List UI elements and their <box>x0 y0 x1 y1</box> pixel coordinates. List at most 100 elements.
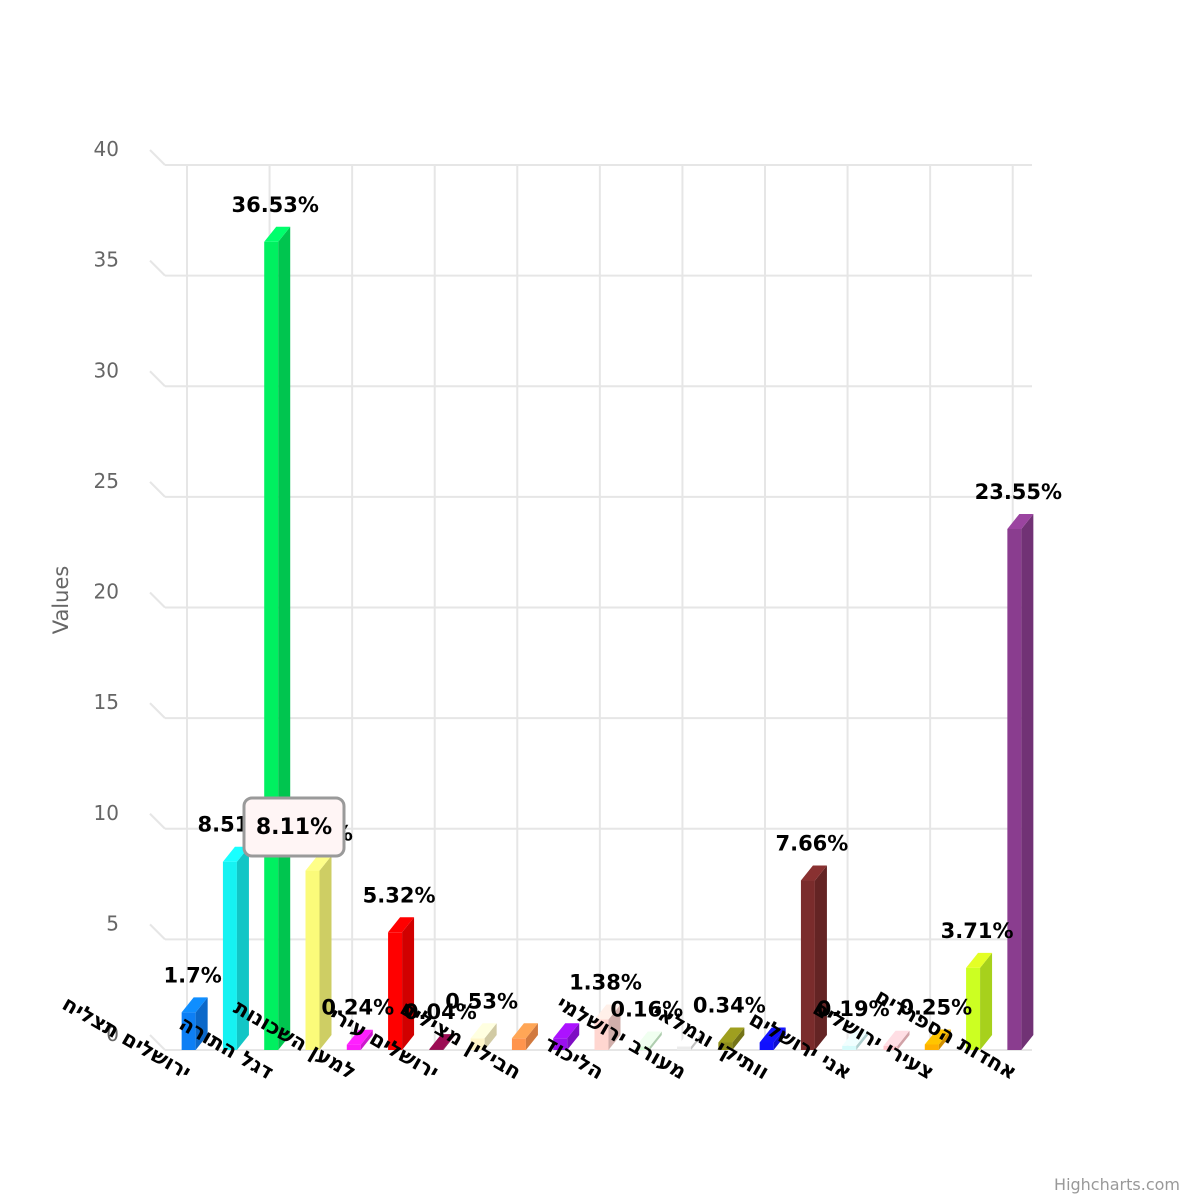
data-label: 1.38% <box>569 970 642 994</box>
y-tick-label: 20 <box>94 580 119 604</box>
bar[interactable] <box>800 865 827 1050</box>
bar[interactable] <box>553 1023 580 1050</box>
bar-top <box>222 846 249 862</box>
bar[interactable] <box>388 917 415 1050</box>
data-label: 0.19% <box>817 997 890 1021</box>
bar-side <box>195 997 208 1050</box>
grid-line-depth <box>149 813 166 830</box>
bar-front <box>924 1044 939 1050</box>
bar-top <box>305 855 332 871</box>
grid-line-depth <box>149 702 166 719</box>
bar-side <box>236 846 249 1050</box>
grid-line-depth <box>149 370 166 387</box>
bar[interactable] <box>222 846 249 1050</box>
data-label: 7.66% <box>775 832 848 856</box>
bar[interactable] <box>470 1023 497 1050</box>
bar-front <box>800 880 815 1050</box>
grid-line-depth <box>149 259 166 277</box>
bar-top <box>718 1027 745 1043</box>
data-label: 1.7% <box>164 963 222 987</box>
credits[interactable]: Highcharts.com <box>1054 1175 1180 1194</box>
grid-line-depth <box>149 591 166 609</box>
data-label: 23.55% <box>975 480 1062 504</box>
bar-top <box>966 952 993 968</box>
bar[interactable] <box>924 1029 951 1050</box>
bar[interactable] <box>677 1031 704 1050</box>
bar-top <box>181 997 208 1013</box>
bar-side <box>649 1031 662 1050</box>
bar[interactable] <box>842 1030 869 1050</box>
data-label: 0.16% <box>610 997 683 1021</box>
bar-front <box>1007 528 1022 1050</box>
y-tick-label: 35 <box>94 248 119 272</box>
bar-front <box>883 1045 898 1050</box>
bar-front <box>553 1038 568 1050</box>
x-tick-label: ירושלים תצליח <box>58 991 195 1084</box>
bar-side <box>608 1004 621 1050</box>
tooltip-box <box>242 796 346 858</box>
bar[interactable] <box>346 1029 373 1050</box>
grid-line-depth <box>149 923 166 941</box>
bar-top <box>759 1027 786 1043</box>
bar[interactable] <box>718 1027 745 1050</box>
bar-front <box>635 1046 650 1050</box>
bar-top <box>1007 513 1034 529</box>
data-label: 0.25% <box>899 995 972 1019</box>
bar-front <box>511 1038 526 1050</box>
y-tick-label: 10 <box>94 801 119 825</box>
bar[interactable] <box>264 226 291 1050</box>
bar-side <box>402 917 415 1050</box>
bar-side <box>525 1023 538 1050</box>
bar-front <box>842 1045 857 1050</box>
data-label: 0.24% <box>321 996 394 1020</box>
bar[interactable] <box>305 855 332 1050</box>
bar-top <box>388 917 415 933</box>
data-label: 3.71% <box>941 919 1014 943</box>
bar[interactable] <box>181 997 208 1050</box>
bar-top <box>511 1023 538 1039</box>
bar-front <box>264 241 279 1050</box>
bar-side <box>938 1029 951 1050</box>
bar-top <box>470 1023 497 1039</box>
bar-side <box>814 865 827 1050</box>
bar[interactable] <box>759 1027 786 1050</box>
bar-front <box>759 1042 774 1050</box>
bar-side <box>773 1027 786 1050</box>
y-tick-label: 5 <box>106 911 119 935</box>
bar-front <box>181 1012 196 1050</box>
bar-top <box>429 1034 456 1050</box>
bar-top <box>594 1004 621 1020</box>
bar-side <box>897 1030 910 1050</box>
bar-top <box>800 865 827 881</box>
tooltip-text: 8.11% <box>256 815 332 840</box>
bar-front <box>346 1044 361 1050</box>
grid-line-depth <box>149 481 166 498</box>
bar-front <box>718 1042 733 1050</box>
bar[interactable] <box>1007 513 1034 1050</box>
y-tick-label: 40 <box>94 137 119 161</box>
bar-top <box>553 1023 580 1039</box>
data-label: 0.34% <box>693 993 766 1017</box>
tooltip: 8.11% <box>242 796 346 858</box>
bar[interactable] <box>966 952 993 1050</box>
bar-front <box>677 1046 692 1050</box>
bar[interactable] <box>594 1004 621 1050</box>
bar-side <box>856 1030 869 1050</box>
data-label: 5.32% <box>363 883 436 907</box>
bar-side <box>732 1027 745 1050</box>
data-label: 0.04% <box>404 1000 477 1024</box>
bar-front <box>222 861 237 1050</box>
bar-side <box>1021 513 1034 1050</box>
bar[interactable] <box>883 1030 910 1050</box>
bar-side <box>484 1023 497 1050</box>
bar-front <box>470 1038 485 1050</box>
bar-side <box>980 952 993 1050</box>
y-tick-label: 30 <box>94 358 119 382</box>
bar[interactable] <box>635 1031 662 1050</box>
bar[interactable] <box>429 1034 456 1050</box>
bar-top <box>677 1031 704 1047</box>
bar[interactable] <box>511 1023 538 1050</box>
bar-top <box>842 1030 869 1046</box>
bar-top <box>924 1029 951 1045</box>
